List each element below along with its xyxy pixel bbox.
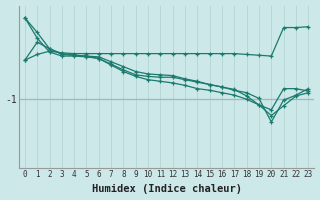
X-axis label: Humidex (Indice chaleur): Humidex (Indice chaleur) [92,184,242,194]
